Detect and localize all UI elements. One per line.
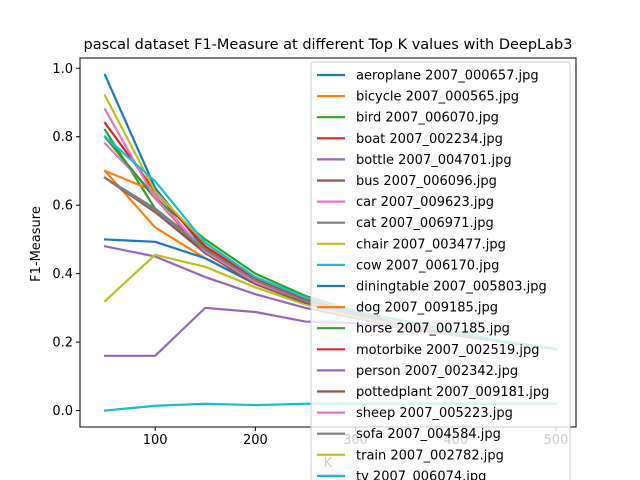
legend-entry: bottle 2007_004701.jpg: [356, 153, 512, 168]
y-tick-label: 0.2: [52, 336, 73, 351]
x-tick-label: 100: [143, 433, 168, 448]
legend-entry: person 2007_002342.jpg: [356, 364, 518, 379]
y-axis-label: F1-Measure: [29, 206, 44, 282]
legend-entry: bicycle 2007_000565.jpg: [356, 90, 519, 105]
y-tick-label: 0.6: [52, 199, 73, 214]
legend-entry: bird 2007_006070.jpg: [356, 111, 499, 126]
legend-entry: cat 2007_006971.jpg: [356, 216, 494, 231]
chart-title: pascal dataset F1-Measure at different T…: [84, 37, 573, 53]
legend-entry: pottedplant 2007_009181.jpg: [356, 385, 549, 400]
y-axis: 0.0 0.2 0.4 0.6 0.8 1.0: [52, 62, 80, 419]
y-tick-label: 0.4: [52, 267, 73, 282]
y-tick-label: 1.0: [52, 62, 73, 77]
legend-frame: [310, 61, 571, 480]
y-tick-label: 0.8: [52, 130, 73, 145]
legend-entry: dog 2007_009185.jpg: [356, 301, 498, 316]
legend-entry: tv 2007_006074.jpg: [356, 469, 486, 480]
legend-entry: boat 2007_002234.jpg: [356, 132, 503, 147]
x-tick-label: 200: [243, 433, 268, 448]
legend-entry: sheep 2007_005223.jpg: [356, 406, 513, 421]
y-tick-label: 0.0: [52, 404, 73, 419]
legend-entry: sofa 2007_004584.jpg: [356, 427, 501, 442]
legend-entry: diningtable 2007_005803.jpg: [356, 280, 547, 295]
legend-entry: train 2007_002782.jpg: [356, 448, 504, 463]
legend-entry: chair 2007_003477.jpg: [356, 237, 506, 252]
legend-entry: motorbike 2007_002519.jpg: [356, 343, 540, 358]
legend-entry: aeroplane 2007_000657.jpg: [356, 69, 539, 84]
legend-entry: car 2007_009623.jpg: [356, 195, 494, 210]
legend-entry: cow 2007_006170.jpg: [356, 258, 499, 273]
legend-entry: bus 2007_006096.jpg: [356, 174, 497, 189]
legend-entry: horse 2007_007185.jpg: [356, 322, 510, 337]
